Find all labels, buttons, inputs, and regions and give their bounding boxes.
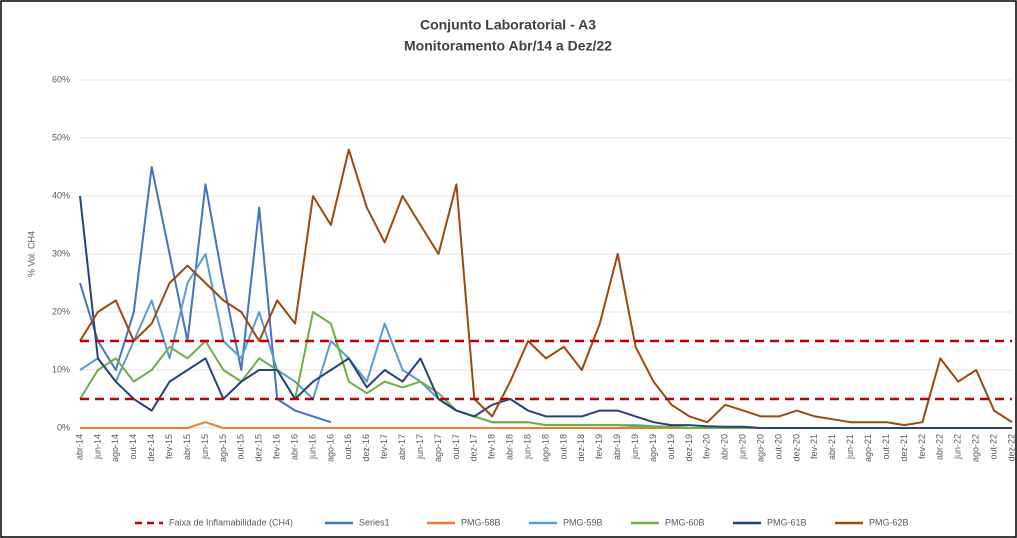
y-tick-label: 0% [57,422,70,432]
x-tick-label: abr-16 [289,434,299,460]
x-tick-label: dez-20 [791,434,801,462]
legend-label: PMG-61B [767,517,807,527]
x-tick-label: ago-22 [971,434,981,462]
x-tick-label: fev-20 [702,434,712,459]
x-tick-label: abr-22 [935,434,945,460]
x-tick-label: ago-16 [325,434,335,462]
x-tick-label: dez-14 [146,434,156,462]
y-tick-label: 40% [52,190,70,200]
x-tick-label: abr-21 [827,434,837,460]
y-tick-label: 20% [52,306,70,316]
x-tick-label: out-19 [666,434,676,460]
x-tick-label: abr-17 [397,434,407,460]
x-tick-label: dez-19 [684,434,694,462]
x-tick-label: abr-15 [182,434,192,460]
series-line [79,195,1012,429]
x-tick-label: fev-15 [164,434,174,459]
series-line [79,148,1013,427]
x-tick-label: out-21 [881,434,891,460]
x-tick-label: ago-15 [218,434,228,462]
x-tick-label: jun-20 [738,434,748,460]
x-tick-label: fev-17 [379,434,389,459]
x-tick-label: jun-21 [845,434,855,460]
series-line [79,166,332,424]
legend-label: PMG-58B [461,517,501,527]
x-tick-label: dez-18 [576,434,586,462]
x-tick-label: dez-16 [361,434,371,462]
x-tick-label: ago-21 [863,434,873,462]
x-tick-label: out-18 [558,434,568,460]
x-tick-label: jun-18 [522,434,532,460]
x-tick-label: out-15 [236,434,246,460]
x-tick-label: jun-14 [92,434,102,460]
x-tick-label: abr-19 [612,434,622,460]
x-tick-label: fev-19 [594,434,604,459]
x-tick-label: fev-22 [917,434,927,459]
x-tick-label: abr-20 [720,434,730,460]
y-tick-label: 10% [52,364,70,374]
x-tick-label: out-14 [128,434,138,460]
y-tick-label: 60% [52,74,70,84]
x-tick-label: ago-19 [648,434,658,462]
x-tick-label: jun-22 [953,434,963,460]
x-tick-label: ago-20 [755,434,765,462]
x-tick-label: jun-16 [307,434,317,460]
legend-label: Faixa de Inflamabilidade (CH4) [169,517,293,527]
x-tick-label: out-20 [773,434,783,460]
x-tick-label: dez-17 [469,434,479,462]
x-tick-label: out-22 [988,434,998,460]
x-tick-label: dez-21 [899,434,909,462]
x-tick-label: dez-15 [254,434,264,462]
chart-subtitle: Monitoramento Abr/14 a Dez/22 [404,38,612,54]
x-tick-label: out-16 [343,434,353,460]
legend-label: PMG-60B [665,517,705,527]
x-tick-label: fev-18 [487,434,497,459]
x-tick-label: jun-17 [415,434,425,460]
x-tick-label: ago-17 [433,434,443,462]
x-tick-label: out-17 [451,434,461,460]
x-tick-label: jun-19 [630,434,640,460]
x-tick-label: dez-22 [1006,434,1016,462]
legend-label: PMG-62B [869,517,909,527]
x-tick-label: fev-21 [809,434,819,459]
chart-title: Conjunto Laboratorial - A3 [420,17,596,33]
legend-label: Series1 [359,517,390,527]
y-axis-label: % Vol. CH4 [26,231,36,277]
legend-label: PMG-59B [563,517,603,527]
x-tick-label: jun-15 [200,434,210,460]
y-tick-label: 30% [52,248,70,258]
x-tick-label: abr-18 [505,434,515,460]
x-tick-label: fev-16 [272,434,282,459]
x-tick-label: abr-14 [74,434,84,460]
y-tick-label: 50% [52,132,70,142]
x-tick-label: ago-18 [540,434,550,462]
x-tick-label: ago-14 [110,434,120,462]
